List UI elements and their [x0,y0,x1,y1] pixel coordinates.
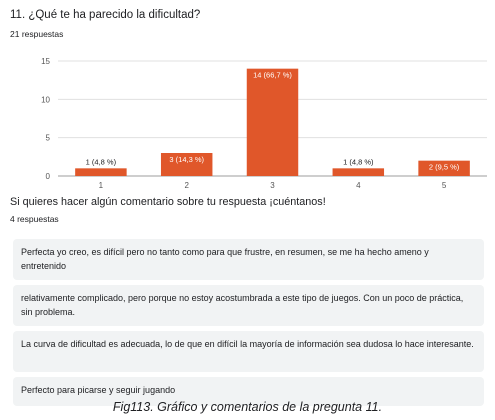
bar [160,153,213,176]
bar [75,168,127,176]
x-tick-label: 3 [270,181,275,190]
data-label: 2 (9,5 %) [429,163,460,172]
y-tick-label: 15 [41,57,50,66]
response-item: Perfecta yo creo, es difícil pero no tan… [13,239,484,280]
x-tick-label: 1 [99,181,104,190]
x-tick-label: 5 [442,181,447,190]
responses-count: 21 respuestas [10,29,64,39]
y-tick-label: 0 [46,172,51,181]
bar-chart: 0 5 10 15 1 1 (4,8 %) 2 3 (14,3 %) 3 14 (66,7 %) 4… [41,57,487,190]
y-tick-label: 5 [46,134,51,143]
response-list: Perfecta yo creo, es difícil pero no tan… [13,239,484,411]
data-label: 14 (66,7 %) [253,71,292,80]
response-item: La curva de dificultad es adecuada, lo d… [13,331,484,372]
x-tick-label: 4 [356,181,361,190]
bar [418,160,470,176]
y-tick-label: 10 [41,95,50,104]
response-item: relativamente complicado, pero porque no… [13,285,484,326]
question-title: 11. ¿Qué te ha parecido la dificultad? [10,9,201,21]
figure-caption: Fig113. Gráfico y comentarios de la preg… [112,400,383,414]
data-label: 1 (4,8 %) [86,157,117,166]
comment-question-title: Si quieres hacer algún comentario sobre … [10,196,326,208]
data-label: 1 (4,8 %) [343,157,374,166]
comment-responses-count: 4 respuestas [10,214,59,224]
response-item: Perfecto para picarse y seguir jugando [13,377,484,406]
bar [332,168,385,176]
bar [246,68,299,176]
x-tick-label: 2 [184,181,189,190]
data-label: 3 (14,3 %) [169,155,204,164]
